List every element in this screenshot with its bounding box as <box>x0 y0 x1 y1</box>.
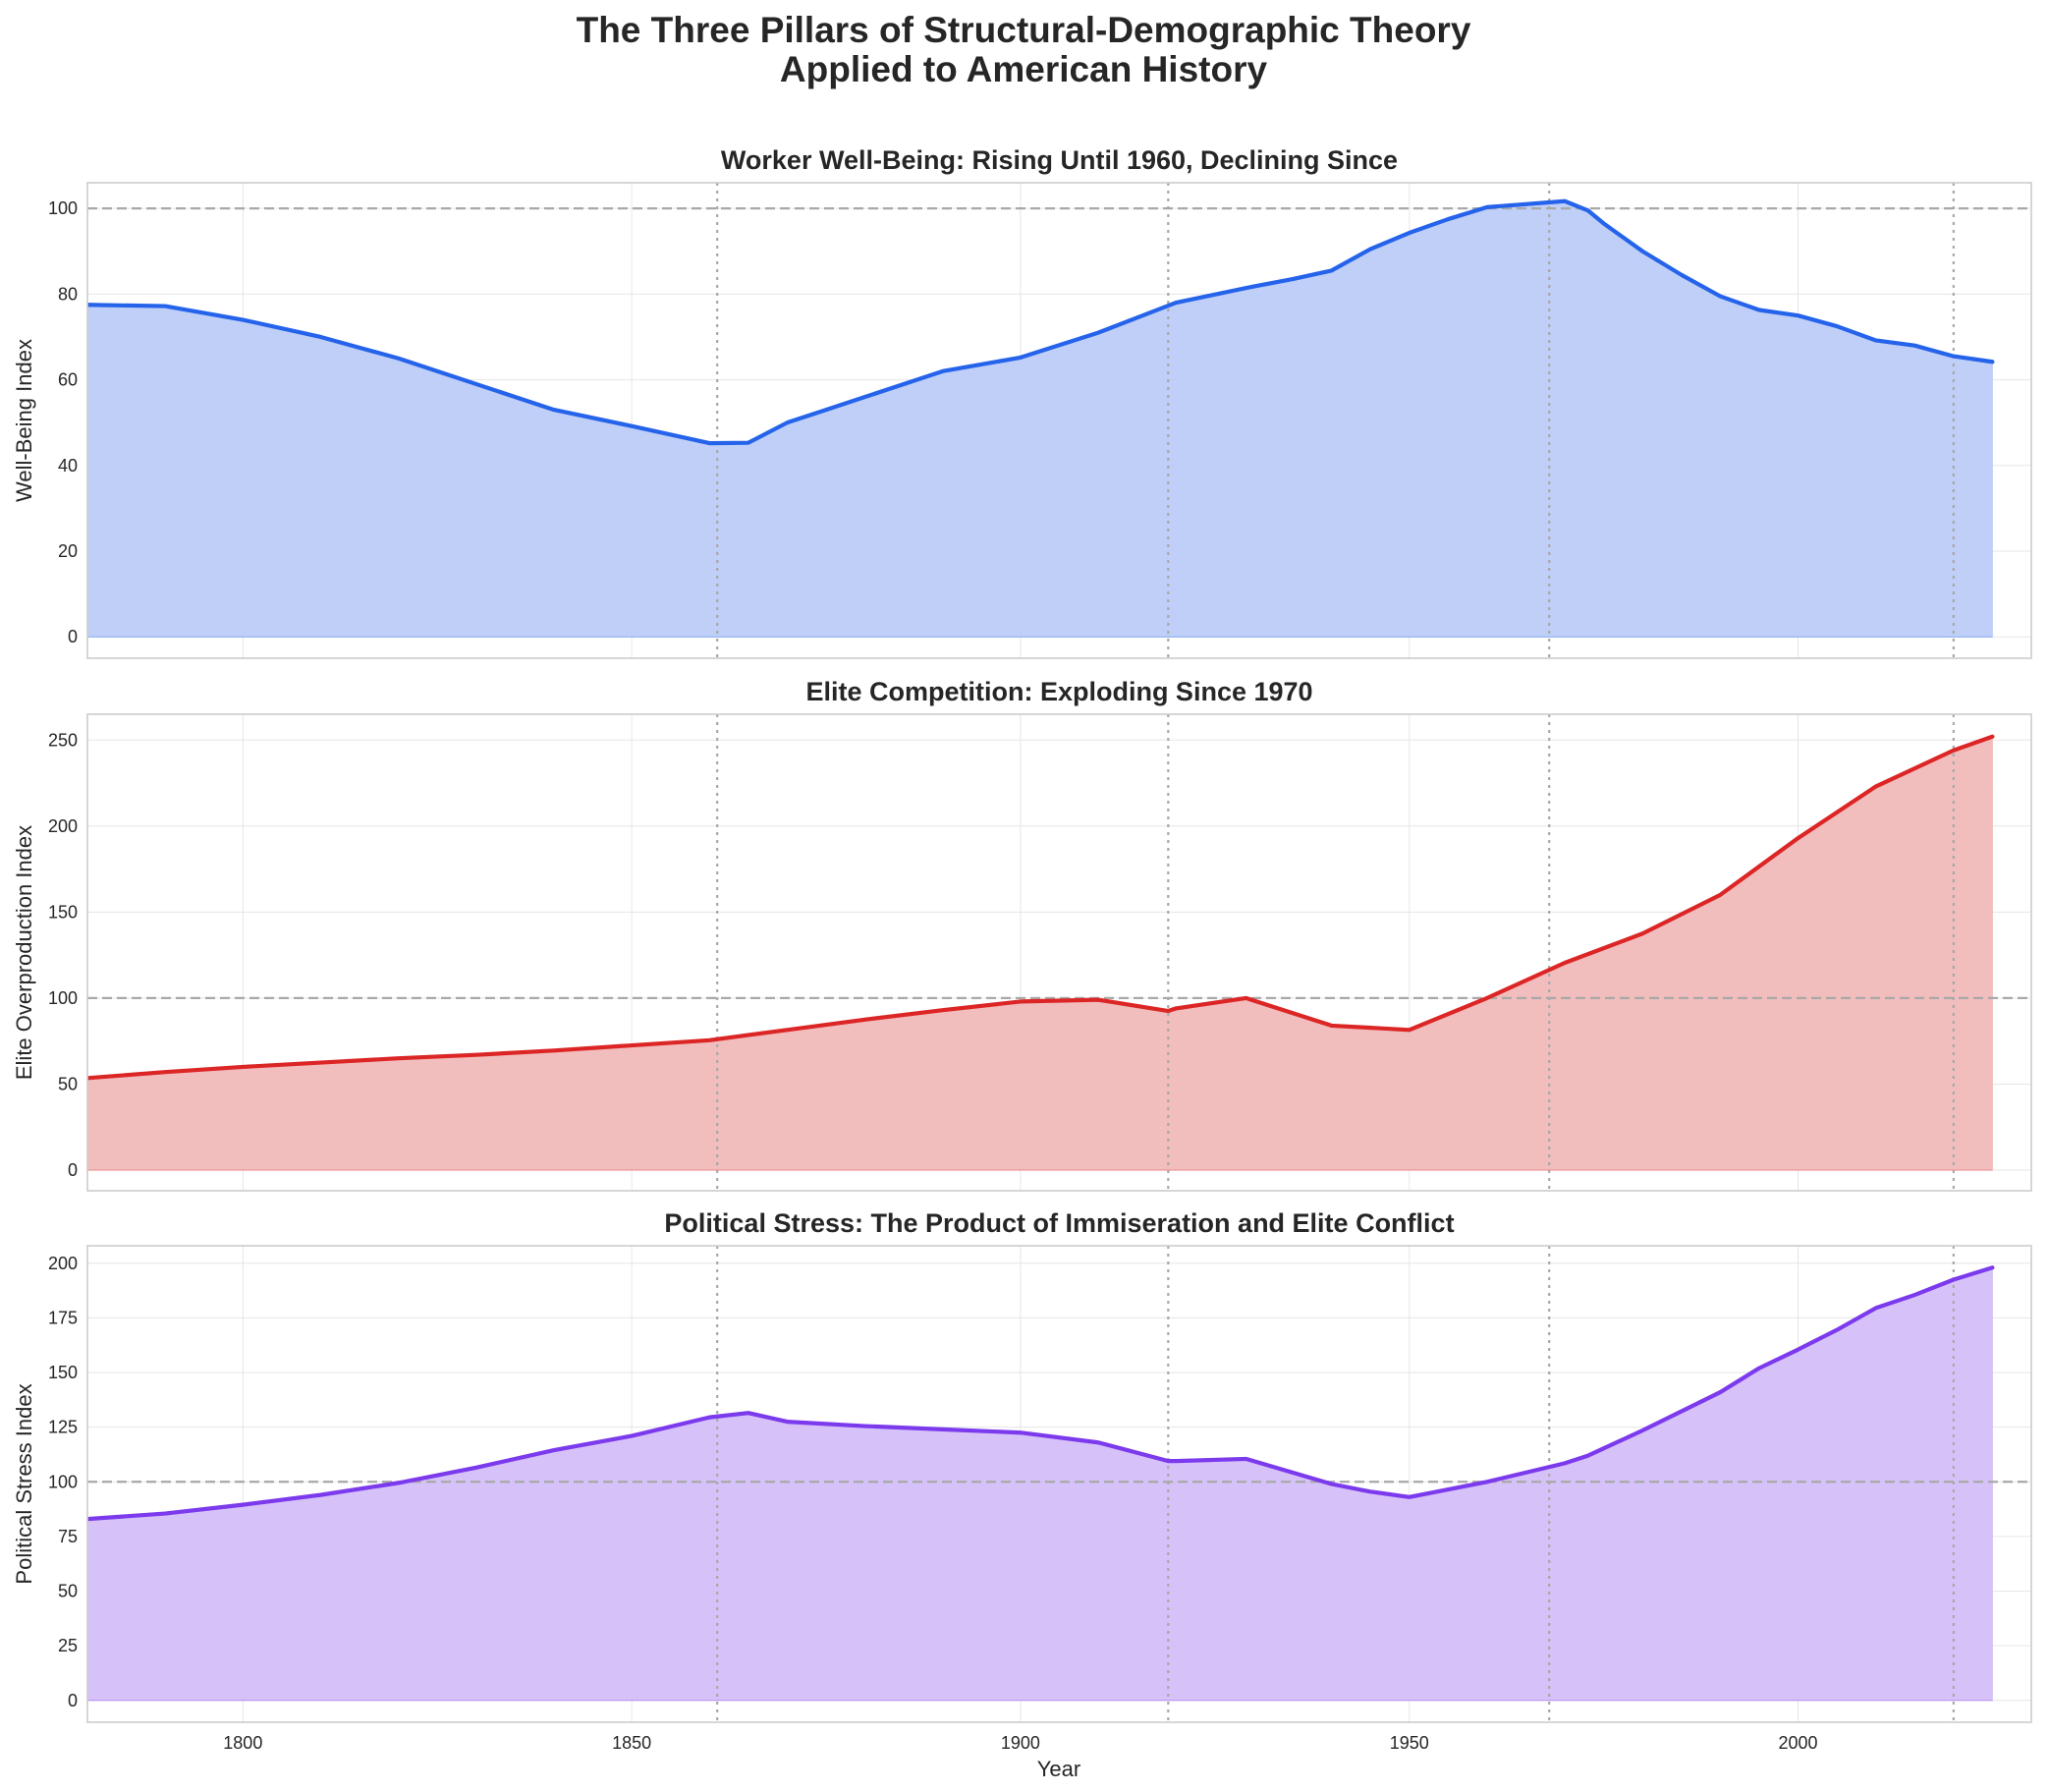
elite-series-group <box>87 714 2031 1191</box>
panel-worker-well-being: 0 20 40 60 80 100 Worker Well-Being: Rising Un… <box>12 145 2032 659</box>
well-being-panel-title: Worker Well-Being: Rising Until 1960, De… <box>721 145 1398 175</box>
elite-axes-frame <box>86 713 2032 1192</box>
elite-series-line <box>87 734 1995 1081</box>
well-being-series-line <box>87 198 1995 446</box>
elite-panel-title: Elite Competition: Exploding Since 1970 <box>805 677 1312 706</box>
stress-y-tick-label: 200 <box>48 1254 78 1273</box>
stress-series-line <box>87 1265 1995 1522</box>
elite-y-tick-label: 0 <box>68 1160 78 1180</box>
stress-axes-frame <box>86 1245 2032 1723</box>
stress-panel-title: Political Stress: The Product of Immiser… <box>664 1208 1454 1238</box>
figure-title-line-2: Applied to American History <box>780 49 1268 89</box>
elite-y-tick-label: 150 <box>48 902 78 922</box>
elite-y-tick-label: 200 <box>48 816 78 836</box>
panel-political-stress: 0 25 50 75 100 125 150 175 200 1800 1850 1900 1950 20… <box>12 1208 2032 1753</box>
elite-y-tick-label: 50 <box>58 1074 78 1093</box>
stress-y-tick-label: 175 <box>48 1308 78 1327</box>
stress-y-tick-label: 100 <box>48 1472 78 1491</box>
stress-y-axis-label: Political Stress Index <box>12 1383 36 1584</box>
well-being-y-tick-label: 40 <box>58 456 78 476</box>
stress-y-tick-label: 50 <box>58 1582 78 1601</box>
well-being-axes-frame <box>86 182 2032 659</box>
stress-y-tick-label: 125 <box>48 1418 78 1437</box>
well-being-y-tick-label: 60 <box>58 370 78 390</box>
x-tick-label: 2000 <box>1778 1733 1817 1753</box>
well-being-y-tick-label: 80 <box>58 284 78 304</box>
well-being-y-tick-label: 0 <box>68 627 78 646</box>
x-tick-label: 1850 <box>612 1733 651 1753</box>
elite-y-tick-label: 100 <box>48 988 78 1008</box>
stress-y-tick-label: 150 <box>48 1363 78 1382</box>
x-axis-label: Year <box>1037 1757 1080 1781</box>
x-tick-label: 1800 <box>223 1733 262 1753</box>
x-tick-label: 1950 <box>1390 1733 1429 1753</box>
panel-elite-competition: 0 50 100 150 200 250 Elite Competition: Explod… <box>12 677 2032 1192</box>
well-being-y-tick-label: 100 <box>48 198 78 218</box>
stress-series-group <box>87 1246 2031 1722</box>
well-being-y-axis-label: Well-Being Index <box>12 339 36 502</box>
elite-y-axis-label: Elite Overproduction Index <box>12 825 36 1080</box>
stress-y-tick-label: 75 <box>58 1527 78 1546</box>
stress-y-tick-label: 0 <box>68 1691 78 1710</box>
stress-y-tick-label: 25 <box>58 1636 78 1655</box>
elite-y-tick-label: 250 <box>48 730 78 750</box>
well-being-y-tick-label: 20 <box>58 541 78 561</box>
well-being-series-group <box>87 183 2031 658</box>
x-tick-label: 1900 <box>1001 1733 1040 1753</box>
figure-title-line-1: The Three Pillars of Structural-Demograp… <box>577 10 1471 50</box>
